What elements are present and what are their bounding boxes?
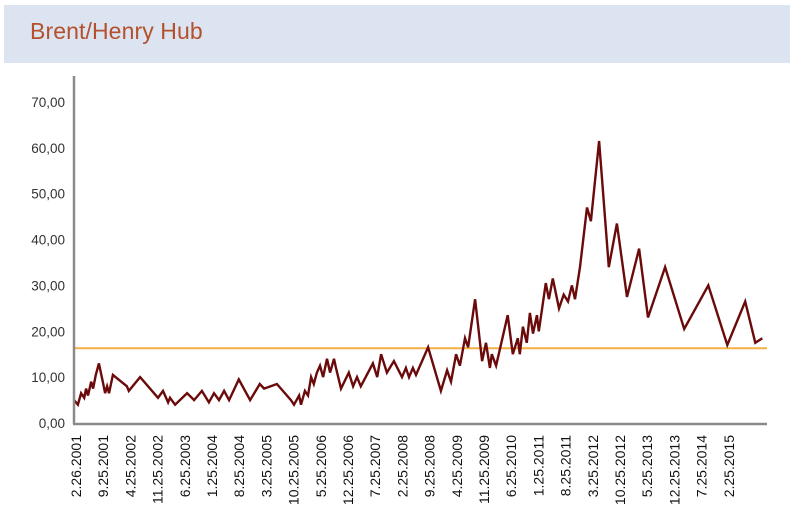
x-tick-label: 4.25.2009 — [449, 435, 465, 497]
x-tick-label: 1.25.2011 — [530, 435, 546, 496]
x-tick-label: 8.25.2004 — [231, 435, 247, 497]
x-tick-label: 11.25.2002 — [150, 435, 166, 504]
chart-header: Brent/Henry Hub — [4, 5, 790, 63]
x-tick-label: 2.26.2001 — [68, 435, 84, 497]
x-tick-label: 4.25.2002 — [122, 435, 138, 497]
x-tick-label: 2.25.2015 — [721, 435, 737, 497]
x-tick-label: 8.25.2011 — [558, 435, 574, 496]
x-tick-label: 2.25.2008 — [394, 435, 410, 497]
y-tick-label: 20,00 — [31, 324, 65, 339]
x-tick-label: 3.25.2012 — [585, 435, 601, 497]
x-tick-label: 5.25.2006 — [313, 435, 329, 497]
x-tick-label: 10.25.2005 — [286, 435, 302, 505]
y-tick-label: 40,00 — [31, 233, 65, 248]
y-tick-label: 30,00 — [31, 278, 65, 293]
x-tick-label: 3.25.2005 — [258, 435, 274, 497]
y-tick-label: 70,00 — [31, 95, 65, 110]
x-tick-label: 1.25.2004 — [204, 435, 220, 497]
x-tick-label: 6.25.2003 — [177, 435, 193, 497]
series-line — [73, 140, 763, 408]
x-tick-label: 9.25.2008 — [422, 435, 438, 497]
x-tick-label: 5.25.2013 — [639, 435, 655, 497]
y-tick-label: 60,00 — [31, 141, 65, 156]
x-tick-label: 7.25.2007 — [367, 435, 383, 497]
chart-title: Brent/Henry Hub — [30, 18, 203, 44]
x-tick-label: 11.25.2009 — [476, 435, 492, 504]
x-tick-label: 12.25.2013 — [666, 435, 682, 505]
y-tick-label: 50,00 — [31, 187, 65, 202]
x-tick-label: 7.25.2014 — [694, 435, 710, 497]
y-axis-labels: 0,00 10,00 20,00 30,00 40,00 50,00 60,00 70,00 — [31, 95, 65, 431]
x-axis-labels: 2.26.2001 9.25.2001 4.25.2002 11.25.2002 6.2… — [68, 435, 737, 505]
y-tick-label: 0,00 — [39, 416, 65, 431]
x-tick-label: 6.25.2010 — [503, 435, 519, 497]
x-tick-label: 10.25.2012 — [612, 435, 628, 505]
x-tick-label: 9.25.2001 — [95, 435, 111, 497]
y-tick-label: 10,00 — [31, 370, 65, 385]
x-tick-label: 12.25.2006 — [340, 435, 356, 505]
